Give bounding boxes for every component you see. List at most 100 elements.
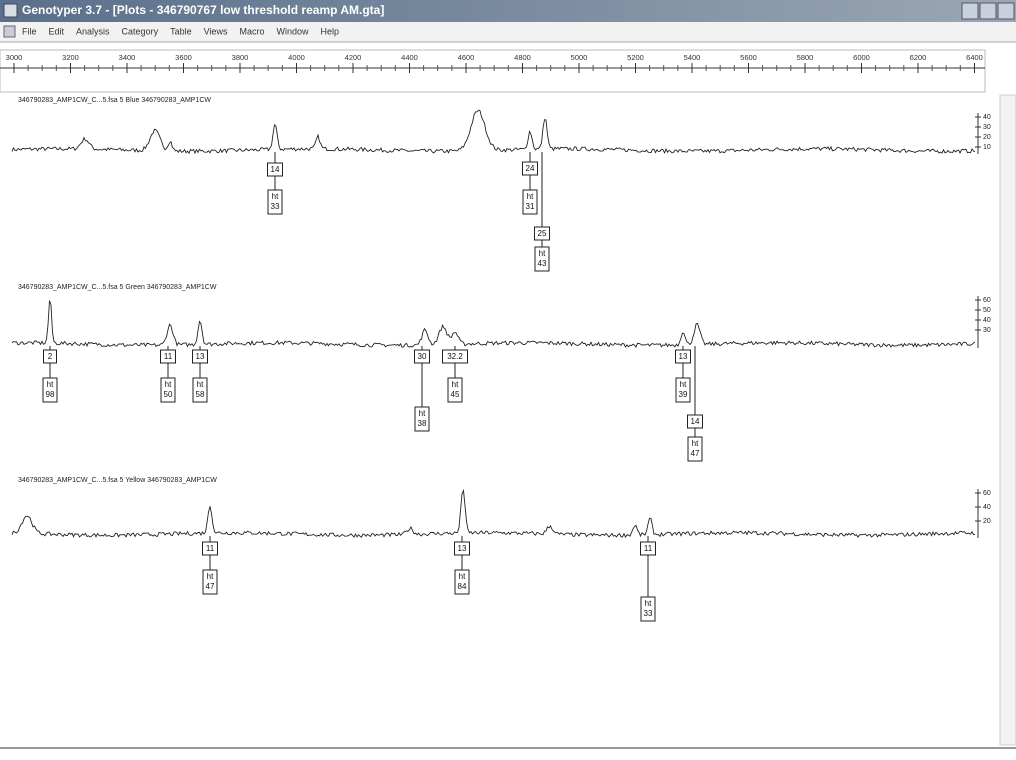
ruler-label: 5000	[571, 53, 588, 62]
height-value: 33	[271, 202, 280, 211]
ruler-label: 4000	[288, 53, 305, 62]
height-box	[267, 189, 283, 215]
electropherogram-trace	[11, 109, 976, 155]
allele-label: 14	[691, 417, 700, 426]
ruler-label: 5800	[797, 53, 814, 62]
menu-item[interactable]: Window	[276, 26, 309, 36]
allele-label: 13	[679, 352, 688, 361]
window-title: Genotyper 3.7 - [Plots - 346790767 low t…	[22, 3, 384, 17]
height-value: 43	[538, 259, 547, 268]
height-box	[447, 377, 463, 403]
scale-label: 50	[983, 307, 991, 314]
height-label: ht	[272, 192, 279, 201]
ruler-label: 3000	[6, 53, 23, 62]
ruler-label: 4600	[458, 53, 475, 62]
allele-label: 25	[538, 229, 547, 238]
height-box	[522, 189, 538, 215]
menu: File Edit Analysis Category Table Views Macro W…	[22, 26, 339, 36]
plot-panel: 346790283_AMP1CW_C...5.fsa 5 Blue 346790…	[11, 97, 991, 272]
height-label: ht	[692, 439, 699, 448]
panel-label: 346790283_AMP1CW_C...5.fsa 5 Blue 346790…	[18, 97, 211, 104]
panel-label: 346790283_AMP1CW_C...5.fsa 5 Yellow 3467…	[18, 477, 217, 484]
scale-label: 40	[983, 114, 991, 121]
close-button[interactable]	[997, 2, 1015, 20]
ruler-label: 6200	[910, 53, 927, 62]
height-box	[675, 377, 691, 403]
ruler-ticks: 3000 3200 3400 3600 3800 4000 4200 4400 4600 4800…	[6, 53, 983, 73]
menu-item[interactable]: Analysis	[76, 26, 110, 36]
scale-label: 20	[983, 134, 991, 141]
menu-item[interactable]: Table	[170, 26, 192, 36]
height-label: ht	[207, 572, 214, 581]
scale-label: 30	[983, 327, 991, 334]
height-box	[640, 596, 656, 622]
height-box	[160, 377, 176, 403]
doc-icon	[3, 25, 16, 38]
electropherogram-trace	[11, 488, 976, 539]
ruler-label: 4800	[514, 53, 531, 62]
height-label: ht	[459, 572, 466, 581]
title-bar	[0, 0, 1016, 22]
height-value: 39	[679, 390, 688, 399]
ruler-label: 4400	[401, 53, 418, 62]
scale-label: 30	[983, 124, 991, 131]
height-box	[192, 377, 208, 403]
scale-label: 20	[983, 518, 991, 525]
menu-item[interactable]: Views	[204, 26, 228, 36]
height-value: 98	[46, 390, 55, 399]
plots: 346790283_AMP1CW_C...5.fsa 5 Blue 346790…	[11, 97, 991, 622]
panel-label: 346790283_AMP1CW_C...5.fsa 5 Green 34679…	[18, 284, 217, 291]
ruler-label: 3600	[175, 53, 192, 62]
height-box	[414, 406, 430, 432]
height-value: 45	[451, 390, 460, 399]
electropherogram-trace	[11, 300, 976, 349]
height-label: ht	[645, 599, 652, 608]
allele-label: 11	[644, 544, 653, 553]
ruler-label: 6400	[966, 53, 983, 62]
ruler-label: 5400	[684, 53, 701, 62]
allele-label: 11	[206, 544, 215, 553]
height-label: ht	[527, 192, 534, 201]
height-value: 47	[206, 582, 215, 591]
height-label: ht	[539, 249, 546, 258]
menu-item[interactable]: Edit	[49, 26, 65, 36]
height-label: ht	[680, 380, 687, 389]
height-label: ht	[165, 380, 172, 389]
height-value: 50	[164, 390, 173, 399]
height-box	[454, 569, 470, 595]
allele-label: 24	[526, 164, 535, 173]
menu-item[interactable]: Help	[320, 26, 339, 36]
allele-label: 2	[48, 352, 53, 361]
height-value: 84	[458, 582, 467, 591]
allele-label: 13	[196, 352, 205, 361]
plot-panel: 346790283_AMP1CW_C...5.fsa 5 Green 34679…	[11, 284, 991, 462]
menu-item[interactable]: File	[22, 26, 37, 36]
height-label: ht	[452, 380, 459, 389]
height-label: ht	[197, 380, 204, 389]
height-box	[202, 569, 218, 595]
ruler-label: 3800	[232, 53, 249, 62]
ruler-label: 3200	[62, 53, 79, 62]
minimize-button[interactable]	[961, 2, 979, 20]
scale-label: 40	[983, 504, 991, 511]
allele-label: 32.2	[447, 352, 463, 361]
ruler-label: 5200	[627, 53, 644, 62]
allele-label: 30	[418, 352, 427, 361]
allele-label: 11	[164, 352, 173, 361]
menu-item[interactable]: Category	[122, 26, 159, 36]
height-label: ht	[419, 409, 426, 418]
allele-label: 14	[271, 165, 280, 174]
ruler-label: 3400	[119, 53, 136, 62]
maximize-button[interactable]	[979, 2, 997, 20]
scale-label: 10	[983, 144, 991, 151]
height-value: 38	[418, 419, 427, 428]
scrollbar[interactable]	[999, 94, 1016, 746]
ruler	[0, 49, 986, 93]
height-value: 58	[196, 390, 205, 399]
menu-item[interactable]: Macro	[239, 26, 264, 36]
height-box	[534, 246, 550, 272]
plot-panel: 346790283_AMP1CW_C...5.fsa 5 Yellow 3467…	[11, 477, 991, 622]
scale-label: 40	[983, 317, 991, 324]
scale-label: 60	[983, 490, 991, 497]
